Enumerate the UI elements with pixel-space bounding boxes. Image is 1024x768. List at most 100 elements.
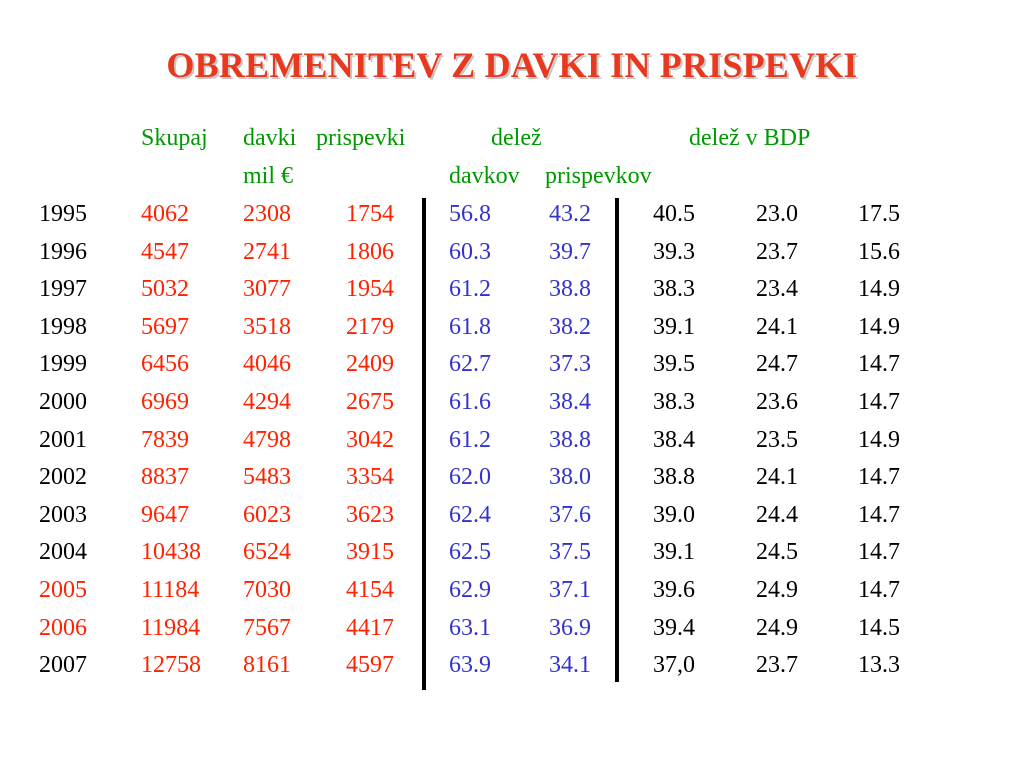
cell-gdp-contributions: 14.7 xyxy=(858,577,900,603)
cell-share-taxes: 61.8 xyxy=(449,314,491,340)
cell-gdp-taxes: 23.7 xyxy=(756,652,798,678)
cell-taxes: 5483 xyxy=(243,464,291,490)
cell-contributions: 3042 xyxy=(346,427,394,453)
cell-gdp-taxes: 24.1 xyxy=(756,464,798,490)
cell-taxes: 6023 xyxy=(243,502,291,528)
cell-contributions: 3354 xyxy=(346,464,394,490)
cell-share-taxes: 61.2 xyxy=(449,276,491,302)
cell-gdp-taxes: 24.9 xyxy=(756,615,798,641)
cell-total: 5697 xyxy=(141,314,189,340)
cell-share-contributions: 37.5 xyxy=(549,539,591,565)
header-share-contributions: prispevkov xyxy=(545,163,652,189)
cell-gdp-taxes: 24.7 xyxy=(756,351,798,377)
cell-share-taxes: 62.4 xyxy=(449,502,491,528)
cell-share-contributions: 38.8 xyxy=(549,427,591,453)
separator-line-2 xyxy=(615,198,619,682)
cell-taxes: 3077 xyxy=(243,276,291,302)
cell-gdp-total: 39.5 xyxy=(653,351,695,377)
cell-taxes: 4798 xyxy=(243,427,291,453)
cell-gdp-contributions: 14.5 xyxy=(858,615,900,641)
cell-contributions: 2675 xyxy=(346,389,394,415)
header-share: delež xyxy=(491,125,542,151)
cell-gdp-taxes: 24.9 xyxy=(756,577,798,603)
header-contributions: prispevki xyxy=(316,125,406,151)
cell-contributions: 4154 xyxy=(346,577,394,603)
cell-gdp-total: 39.6 xyxy=(653,577,695,603)
cell-gdp-taxes: 23.5 xyxy=(756,427,798,453)
row-year: 1995 xyxy=(39,201,87,227)
cell-share-taxes: 60.3 xyxy=(449,239,491,265)
cell-gdp-total: 37,0 xyxy=(653,652,695,678)
cell-gdp-total: 39.0 xyxy=(653,502,695,528)
cell-taxes: 8161 xyxy=(243,652,291,678)
cell-contributions: 3915 xyxy=(346,539,394,565)
cell-total: 12758 xyxy=(141,652,201,678)
row-year: 2001 xyxy=(39,427,87,453)
cell-gdp-taxes: 24.5 xyxy=(756,539,798,565)
cell-contributions: 4417 xyxy=(346,615,394,641)
cell-taxes: 4046 xyxy=(243,351,291,377)
cell-gdp-total: 38.4 xyxy=(653,427,695,453)
cell-total: 10438 xyxy=(141,539,201,565)
cell-gdp-contributions: 13.3 xyxy=(858,652,900,678)
slide-title: OBREMENITEV Z DAVKI IN PRISPEVKI xyxy=(166,45,858,85)
cell-taxes: 2741 xyxy=(243,239,291,265)
cell-share-taxes: 61.6 xyxy=(449,389,491,415)
cell-total: 6969 xyxy=(141,389,189,415)
header-total: Skupaj xyxy=(141,125,208,151)
cell-gdp-taxes: 23.0 xyxy=(756,201,798,227)
cell-total: 8837 xyxy=(141,464,189,490)
cell-taxes: 3518 xyxy=(243,314,291,340)
cell-gdp-contributions: 14.9 xyxy=(858,276,900,302)
cell-gdp-total: 38.8 xyxy=(653,464,695,490)
header-share-taxes: davkov xyxy=(449,163,520,189)
cell-contributions: 4597 xyxy=(346,652,394,678)
cell-gdp-total: 39.1 xyxy=(653,539,695,565)
cell-total: 7839 xyxy=(141,427,189,453)
row-year: 2000 xyxy=(39,389,87,415)
row-year: 2007 xyxy=(39,652,87,678)
cell-contributions: 1754 xyxy=(346,201,394,227)
cell-gdp-taxes: 23.4 xyxy=(756,276,798,302)
cell-total: 5032 xyxy=(141,276,189,302)
cell-contributions: 2179 xyxy=(346,314,394,340)
header-taxes: davki xyxy=(243,125,297,151)
cell-gdp-total: 39.1 xyxy=(653,314,695,340)
cell-share-contributions: 39.7 xyxy=(549,239,591,265)
row-year: 1996 xyxy=(39,239,87,265)
cell-share-contributions: 37.3 xyxy=(549,351,591,377)
cell-gdp-total: 38.3 xyxy=(653,276,695,302)
cell-total: 9647 xyxy=(141,502,189,528)
cell-taxes: 7030 xyxy=(243,577,291,603)
cell-taxes: 6524 xyxy=(243,539,291,565)
cell-gdp-taxes: 24.1 xyxy=(756,314,798,340)
cell-share-contributions: 38.0 xyxy=(549,464,591,490)
row-year: 1999 xyxy=(39,351,87,377)
cell-total: 11984 xyxy=(141,615,201,641)
header-share-gdp: delež v BDP xyxy=(689,125,811,151)
cell-total: 4062 xyxy=(141,201,189,227)
cell-gdp-contributions: 14.7 xyxy=(858,539,900,565)
cell-total: 4547 xyxy=(141,239,189,265)
cell-share-contributions: 38.4 xyxy=(549,389,591,415)
cell-gdp-contributions: 14.7 xyxy=(858,502,900,528)
row-year: 2006 xyxy=(39,615,87,641)
cell-share-taxes: 61.2 xyxy=(449,427,491,453)
cell-share-contributions: 37.6 xyxy=(549,502,591,528)
cell-gdp-contributions: 17.5 xyxy=(858,201,900,227)
cell-gdp-total: 39.3 xyxy=(653,239,695,265)
cell-gdp-taxes: 24.4 xyxy=(756,502,798,528)
cell-total: 6456 xyxy=(141,351,189,377)
cell-share-contributions: 36.9 xyxy=(549,615,591,641)
cell-contributions: 1954 xyxy=(346,276,394,302)
row-year: 1998 xyxy=(39,314,87,340)
cell-contributions: 2409 xyxy=(346,351,394,377)
cell-total: 11184 xyxy=(141,577,200,603)
cell-gdp-total: 39.4 xyxy=(653,615,695,641)
cell-taxes: 7567 xyxy=(243,615,291,641)
cell-gdp-contributions: 14.7 xyxy=(858,464,900,490)
cell-gdp-contributions: 14.9 xyxy=(858,427,900,453)
cell-share-contributions: 38.8 xyxy=(549,276,591,302)
header-unit: mil € xyxy=(243,163,294,189)
